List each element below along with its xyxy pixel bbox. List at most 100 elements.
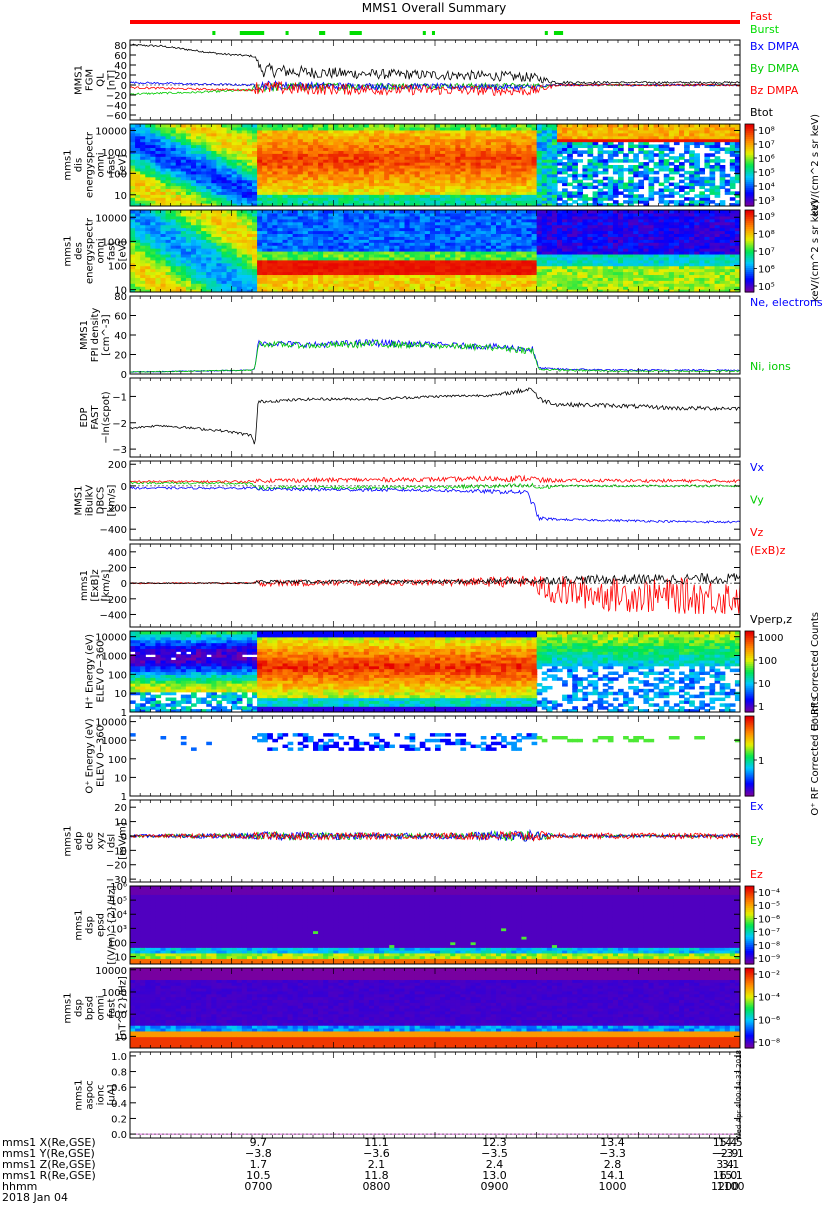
heatmap-cell bbox=[597, 124, 604, 128]
heatmap-cell bbox=[424, 253, 431, 258]
heatmap-cell bbox=[572, 147, 578, 151]
heatmap-cell bbox=[546, 141, 553, 146]
heatmap-cell bbox=[231, 248, 238, 252]
heatmap-cell bbox=[602, 185, 609, 190]
heatmap-cell bbox=[231, 185, 238, 190]
heatmap-cell bbox=[546, 135, 553, 140]
heatmap-cell bbox=[511, 153, 517, 157]
heatmap-cell bbox=[424, 141, 431, 146]
heatmap-cell bbox=[307, 245, 314, 249]
heatmap-cell bbox=[338, 159, 345, 163]
heatmap-cell bbox=[150, 268, 157, 273]
heatmap-cell bbox=[333, 230, 340, 235]
heatmap-cell bbox=[734, 141, 740, 146]
heatmap-cell bbox=[226, 215, 233, 220]
heatmap-cell bbox=[150, 283, 157, 287]
heatmap-cell bbox=[135, 200, 141, 204]
heatmap-cell bbox=[424, 230, 431, 235]
heatmap-cell bbox=[246, 144, 253, 149]
heatmap-cell bbox=[272, 135, 279, 140]
heatmap-cell bbox=[368, 173, 375, 178]
heatmap-cell bbox=[313, 289, 319, 292]
heatmap-cell bbox=[684, 144, 690, 149]
heatmap-cell bbox=[165, 271, 172, 276]
heatmap-cell bbox=[379, 236, 385, 240]
heatmap-cell bbox=[414, 126, 421, 131]
heatmap-cell bbox=[404, 239, 411, 243]
heatmap-cell bbox=[150, 271, 157, 276]
heatmap-cell bbox=[318, 173, 324, 178]
heatmap-cell bbox=[399, 224, 406, 229]
heatmap-cell bbox=[307, 265, 314, 270]
heatmap-cell bbox=[313, 262, 319, 267]
heatmap-cell bbox=[216, 124, 223, 128]
heatmap-cell bbox=[165, 265, 172, 270]
heatmap-cell bbox=[236, 224, 243, 229]
heatmap-cell bbox=[384, 227, 390, 232]
heatmap-cell bbox=[216, 162, 223, 166]
heatmap-cell bbox=[374, 289, 380, 292]
heatmap-cell bbox=[226, 268, 233, 273]
heatmap-cell bbox=[318, 153, 324, 157]
heatmap-cell bbox=[445, 262, 451, 267]
heatmap-cell bbox=[246, 227, 253, 232]
heatmap-cell bbox=[602, 132, 609, 137]
heatmap-cell bbox=[602, 182, 609, 187]
heatmap-cell bbox=[567, 173, 573, 178]
heatmap-cell bbox=[348, 176, 355, 181]
heatmap-cell bbox=[262, 147, 268, 151]
heatmap-cell bbox=[287, 191, 294, 195]
heatmap-cell bbox=[323, 221, 329, 226]
heatmap-cell bbox=[185, 129, 192, 134]
heatmap-cell bbox=[445, 242, 451, 246]
heatmap-cell bbox=[440, 170, 446, 175]
heatmap-cell bbox=[455, 124, 462, 128]
heatmap-cell bbox=[348, 274, 355, 278]
heatmap-cell bbox=[191, 179, 197, 184]
heatmap-cell bbox=[246, 124, 253, 128]
heatmap-cell bbox=[384, 239, 390, 243]
heatmap-cell bbox=[689, 138, 695, 143]
heatmap-cell bbox=[480, 162, 487, 166]
heatmap-cell bbox=[277, 126, 284, 131]
heatmap-cell bbox=[287, 144, 294, 149]
heatmap-cell bbox=[414, 215, 421, 220]
heatmap-cell bbox=[267, 236, 273, 240]
heatmap-cell bbox=[719, 167, 726, 172]
heatmap-cell bbox=[201, 224, 207, 229]
heatmap-cell bbox=[257, 173, 263, 178]
heatmap-cell bbox=[185, 280, 192, 284]
heatmap-cell bbox=[257, 277, 263, 281]
heatmap-cell bbox=[557, 124, 563, 128]
heatmap-cell bbox=[130, 197, 136, 201]
heatmap-cell bbox=[531, 203, 538, 206]
heatmap-cell bbox=[302, 150, 309, 154]
heatmap-cell bbox=[206, 215, 212, 220]
heatmap-cell bbox=[709, 129, 716, 134]
heatmap-cell bbox=[572, 144, 578, 149]
heatmap-cell bbox=[363, 262, 370, 267]
heatmap-cell bbox=[541, 191, 548, 195]
heatmap-cell bbox=[704, 126, 711, 131]
heatmap-cell bbox=[257, 150, 263, 154]
heatmap-cell bbox=[292, 173, 299, 178]
heatmap-cell bbox=[333, 129, 340, 134]
heatmap-cell bbox=[384, 265, 390, 270]
heatmap-cell bbox=[292, 153, 299, 157]
heatmap-cell bbox=[567, 197, 573, 201]
heatmap-cell bbox=[450, 251, 456, 255]
heatmap-cell bbox=[175, 191, 182, 195]
heatmap-cell bbox=[658, 144, 665, 149]
heatmap-cell bbox=[409, 165, 416, 169]
heatmap-cell bbox=[618, 179, 624, 184]
heatmap-cell bbox=[470, 156, 477, 160]
heatmap-cell bbox=[206, 173, 212, 178]
heatmap-cell bbox=[130, 132, 136, 137]
heatmap-cell bbox=[221, 179, 228, 184]
heatmap-cell bbox=[618, 170, 624, 175]
heatmap-cell bbox=[165, 191, 172, 195]
heatmap-cell bbox=[252, 236, 258, 240]
heatmap-cell bbox=[140, 156, 146, 160]
heatmap-cell bbox=[262, 262, 268, 267]
heatmap-cell bbox=[231, 197, 238, 201]
